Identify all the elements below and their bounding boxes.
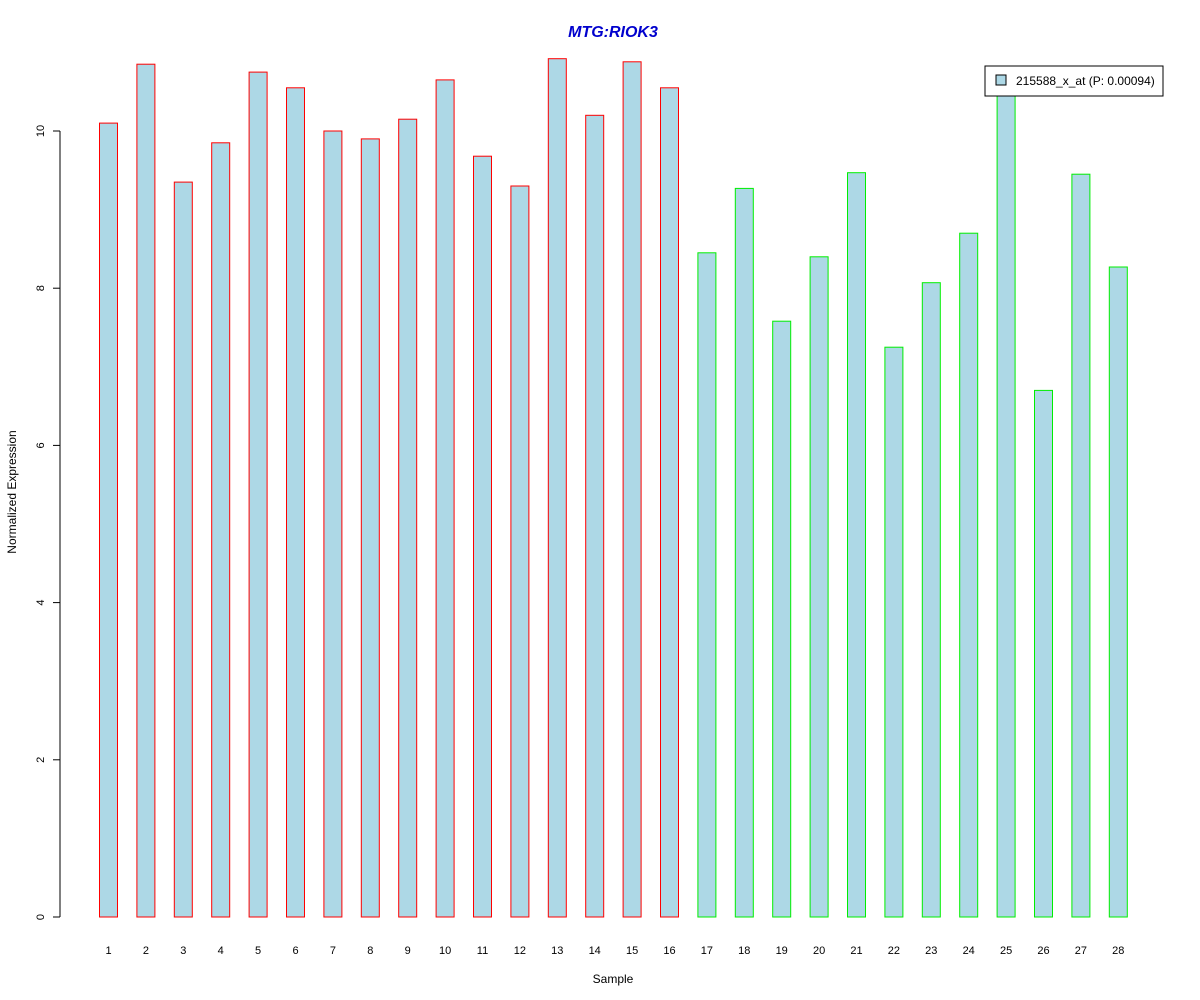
bar-sample-26: [1034, 389, 1053, 918]
x-tick-labels: 1 2 3 4 5 6 7 8 9 10 11 12 13 14 15 16 17 18 19 20 21 22 23 24 2…: [105, 945, 1124, 957]
bar-sample-21: [847, 172, 866, 918]
x-tick-label: 11: [477, 945, 488, 957]
legend: 215588_x_at (P: 0.00094): [984, 65, 1164, 97]
x-tick-label: 17: [701, 945, 713, 957]
bar-sample-8: [360, 138, 380, 918]
x-tick-label: 14: [589, 945, 601, 957]
y-tick-label: 4: [35, 600, 47, 606]
x-tick-label: 3: [180, 945, 186, 957]
bar-sample-5: [248, 71, 268, 918]
y-tick-label: 0: [35, 914, 47, 920]
bar-sample-11: [473, 155, 492, 918]
x-tick-label: 25: [1000, 945, 1012, 957]
x-tick-label: 27: [1075, 945, 1087, 957]
y-axis: 0 2 4 6 8 10: [35, 125, 61, 920]
bar-sample-15: [622, 61, 642, 918]
bar-sample-28: [1108, 266, 1128, 918]
bar-sample-10: [435, 79, 455, 918]
x-tick-label: 13: [551, 945, 563, 957]
legend-swatch: [995, 74, 1007, 86]
legend-box: [984, 65, 1164, 97]
bar-sample-4: [211, 142, 231, 918]
x-tick-label: 18: [738, 945, 750, 957]
x-tick-label: 24: [963, 945, 975, 957]
x-tick-label: 1: [105, 945, 111, 957]
bar-sample-2: [136, 63, 156, 918]
bar-sample-17: [697, 252, 717, 918]
bar-sample-1: [99, 122, 118, 918]
bar-sample-20: [809, 256, 829, 918]
x-tick-label: 12: [514, 945, 526, 957]
x-tick-label: 19: [776, 945, 788, 957]
bar-sample-16: [660, 87, 679, 918]
x-tick-label: 20: [813, 945, 825, 957]
bar-sample-22: [884, 346, 904, 918]
bar-sample-25: [996, 91, 1016, 918]
x-tick-label: 23: [925, 945, 937, 957]
bar-sample-12: [510, 185, 530, 918]
x-tick-label: 22: [888, 945, 900, 957]
x-tick-label: 2: [143, 945, 149, 957]
y-tick-label: 2: [35, 757, 47, 763]
legend-label: 215588_x_at (P: 0.00094): [1016, 74, 1155, 88]
bar-sample-13: [547, 58, 567, 918]
bar-sample-18: [734, 187, 754, 918]
bar-sample-14: [585, 114, 605, 918]
bar-sample-19: [772, 320, 792, 918]
x-tick-label: 10: [439, 945, 451, 957]
x-tick-label: 15: [626, 945, 638, 957]
x-axis-label: Sample: [593, 972, 634, 986]
x-tick-label: 9: [405, 945, 411, 957]
bar-sample-3: [173, 181, 193, 918]
x-tick-label: 8: [367, 945, 373, 957]
x-tick-label: 21: [850, 945, 862, 957]
bar-sample-27: [1071, 173, 1091, 918]
x-tick-label: 28: [1112, 945, 1124, 957]
x-tick-label: 7: [330, 945, 336, 957]
y-tick-label: 8: [35, 285, 47, 291]
bar-sample-6: [286, 87, 305, 918]
bar-sample-24: [959, 232, 979, 918]
y-tick-label: 10: [35, 125, 47, 137]
y-axis-label: Normalized Expression: [5, 430, 19, 553]
y-tick-label: 6: [35, 442, 47, 448]
chart-title: MTG:RIOK3: [568, 24, 658, 41]
bar-sample-9: [398, 118, 418, 918]
x-tick-label: 16: [663, 945, 675, 957]
x-tick-label: 5: [255, 945, 261, 957]
bars: [99, 58, 1128, 918]
bar-sample-23: [921, 282, 941, 918]
bar-sample-7: [323, 130, 343, 918]
x-tick-label: 26: [1037, 945, 1049, 957]
x-tick-label: 4: [218, 945, 224, 957]
x-tick-label: 6: [292, 945, 298, 957]
